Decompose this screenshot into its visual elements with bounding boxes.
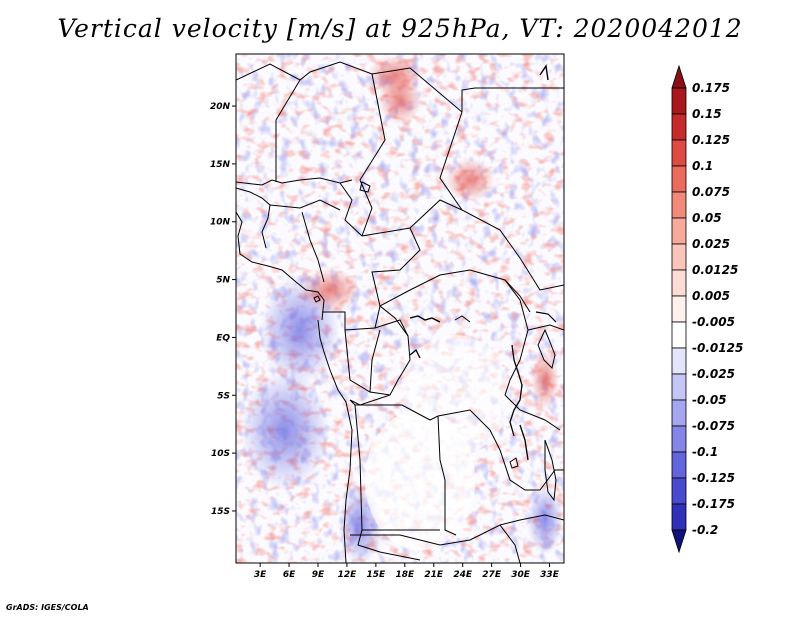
colorbar-level-label: -0.025	[692, 367, 735, 381]
colorbar-level-label: -0.075	[692, 419, 735, 433]
chart-title: Vertical velocity [m/s] at 925hPa, VT: 2…	[57, 14, 743, 43]
colorbar-level-label: 0.075	[692, 185, 730, 199]
vertical-velocity-field	[236, 54, 564, 563]
lon-tick-label: 6E	[283, 570, 296, 580]
colorbar-swatch	[671, 321, 687, 349]
colorbar-swatch	[671, 87, 687, 115]
colorbar-level-label: -0.125	[692, 471, 735, 485]
colorbar-level-label: 0.025	[692, 237, 730, 251]
colorbar-level-label: -0.1	[692, 445, 718, 459]
colorbar-swatch	[671, 477, 687, 505]
colorbar-swatch	[671, 295, 687, 323]
colorbar-level-label: -0.005	[692, 315, 735, 329]
colorbar-swatch	[671, 503, 687, 531]
lat-tick-label: 5N	[216, 276, 230, 286]
colorbar-swatch	[671, 243, 687, 271]
lon-tick-label: 18E	[395, 570, 415, 580]
colorbar-level-label: -0.05	[692, 393, 727, 407]
colorbar-bottom-arrow	[671, 529, 687, 554]
lat-tick-label: 15N	[210, 160, 231, 170]
lon-tick-label: 12E	[338, 570, 358, 580]
lat-tick-label: 20N	[210, 102, 231, 112]
colorbar-swatch	[671, 217, 687, 245]
colorbar-swatch	[671, 399, 687, 427]
lon-tick-label: 21E	[424, 570, 444, 580]
lon-tick-label: 33E	[540, 570, 560, 580]
colorbar-swatch	[671, 451, 687, 479]
colorbar-level-label: -0.2	[692, 523, 718, 537]
lon-tick-label: 3E	[254, 570, 267, 580]
colorbar-level-label: 0.175	[692, 81, 730, 95]
colorbar: 0.175 0.15 0.125 0.1 0.075 0.05 0.025 0.0125 0.0…	[671, 64, 743, 554]
colorbar-swatch	[671, 139, 687, 167]
colorbar-level-label: 0.005	[692, 289, 730, 303]
colorbar-swatch	[671, 347, 687, 375]
lat-tick-label: EQ	[216, 333, 230, 343]
lon-tick-label: 24E	[453, 570, 473, 580]
colorbar-swatch	[671, 165, 687, 193]
colorbar-level-label: 0.15	[692, 107, 722, 121]
colorbar-level-label: -0.0125	[692, 341, 743, 355]
lon-tick-label: 30E	[511, 570, 531, 580]
colorbar-swatch	[671, 425, 687, 453]
colorbar-top-arrow	[671, 64, 687, 89]
colorbar-swatch	[671, 373, 687, 401]
lat-tick-label: 5S	[217, 391, 230, 401]
colorbar-level-label: 0.0125	[692, 263, 738, 277]
country-borders	[236, 61, 564, 563]
colorbar-level-label: -0.175	[692, 497, 735, 511]
colorbar-level-label: 0.05	[692, 211, 722, 225]
colorbar-swatch	[671, 191, 687, 219]
footer-credit: GrADS: IGES/COLA	[6, 603, 89, 612]
lat-tick-label: 15S	[211, 507, 230, 517]
colorbar-swatch	[671, 269, 687, 297]
map-frame	[235, 53, 565, 564]
lat-tick-label: 10S	[211, 449, 230, 459]
lon-tick-label: 27E	[482, 570, 502, 580]
colorbar-level-label: 0.125	[692, 133, 730, 147]
lon-tick-label: 15E	[367, 570, 387, 580]
axis-ticks: 20N 15N 10N 5N EQ 5S 10S 15S 3E 6E 9E 12E 15E 18E 21E 2…	[210, 102, 560, 580]
lat-tick-label: 10N	[210, 218, 231, 228]
colorbar-level-label: 0.1	[692, 159, 713, 173]
colorbar-swatch	[671, 113, 687, 141]
lon-tick-label: 9E	[312, 570, 325, 580]
